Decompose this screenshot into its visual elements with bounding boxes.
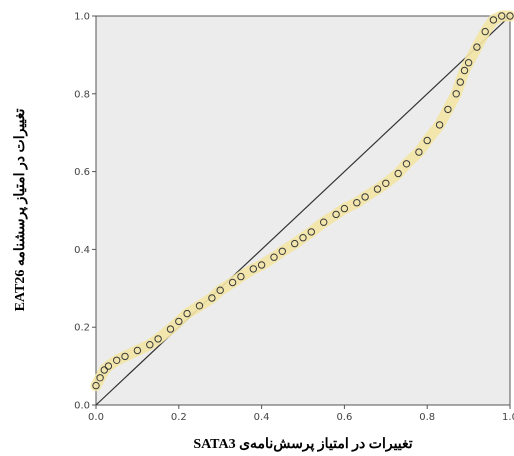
data-point xyxy=(444,105,452,114)
data-point xyxy=(278,247,286,256)
data-point xyxy=(394,169,402,178)
x-axis-title: تغییرات در امتیاز پرسش‌نامه‌ی SATA3 xyxy=(193,437,412,452)
data-point xyxy=(208,294,216,302)
y-tick-label: 0.8 xyxy=(74,89,90,100)
data-point xyxy=(452,90,460,98)
data-point xyxy=(146,341,154,349)
data-point xyxy=(237,272,245,281)
data-point xyxy=(257,261,266,269)
data-point xyxy=(166,325,175,333)
data-point xyxy=(291,239,299,248)
data-point xyxy=(183,309,191,318)
data-point xyxy=(506,12,514,20)
data-point xyxy=(121,352,129,361)
data-point xyxy=(195,302,204,310)
data-point xyxy=(340,204,349,213)
data-point xyxy=(481,27,489,36)
data-point xyxy=(96,374,104,382)
data-point xyxy=(456,78,464,86)
y-tick-label: 0.6 xyxy=(74,167,90,178)
y-tick-label: 0.2 xyxy=(74,323,90,334)
points-highlight-band xyxy=(90,10,514,392)
data-point xyxy=(249,265,258,273)
data-point xyxy=(361,193,369,201)
x-tick-label: 0.8 xyxy=(419,412,435,423)
data-point xyxy=(435,121,444,129)
data-point xyxy=(228,278,237,287)
data-point xyxy=(473,43,481,51)
data-point xyxy=(100,366,109,374)
y-tick-label: 1.0 xyxy=(74,12,90,23)
data-point xyxy=(270,253,278,261)
x-tick-label: 0.0 xyxy=(88,412,104,423)
x-tick-label: 0.6 xyxy=(336,412,352,423)
x-tick-label: 0.2 xyxy=(171,412,187,423)
data-point xyxy=(415,148,423,156)
data-point xyxy=(373,185,382,193)
data-point xyxy=(307,228,315,236)
data-point xyxy=(175,317,183,326)
data-point xyxy=(92,381,100,390)
data-point xyxy=(320,218,328,226)
data-point xyxy=(299,234,307,242)
data-point xyxy=(402,160,411,168)
y-axis-title: تغییرات در امتیاز پرسشنامه EAT26 xyxy=(13,108,28,311)
data-point xyxy=(133,346,142,355)
data-point xyxy=(154,335,162,343)
data-point xyxy=(113,356,121,364)
data-point xyxy=(216,286,224,294)
data-point xyxy=(353,199,361,207)
data-point xyxy=(104,362,113,370)
data-point xyxy=(464,59,473,67)
x-tick-label: 0.4 xyxy=(254,412,270,423)
data-point xyxy=(423,136,431,145)
data-point xyxy=(498,12,506,20)
y-tick-label: 0.4 xyxy=(74,245,90,256)
data-point xyxy=(489,16,498,24)
data-point xyxy=(460,66,469,75)
data-point xyxy=(332,210,340,219)
y-tick-label: 0.0 xyxy=(74,401,90,412)
x-tick-label: 1.0 xyxy=(502,412,514,423)
data-point xyxy=(382,179,390,188)
